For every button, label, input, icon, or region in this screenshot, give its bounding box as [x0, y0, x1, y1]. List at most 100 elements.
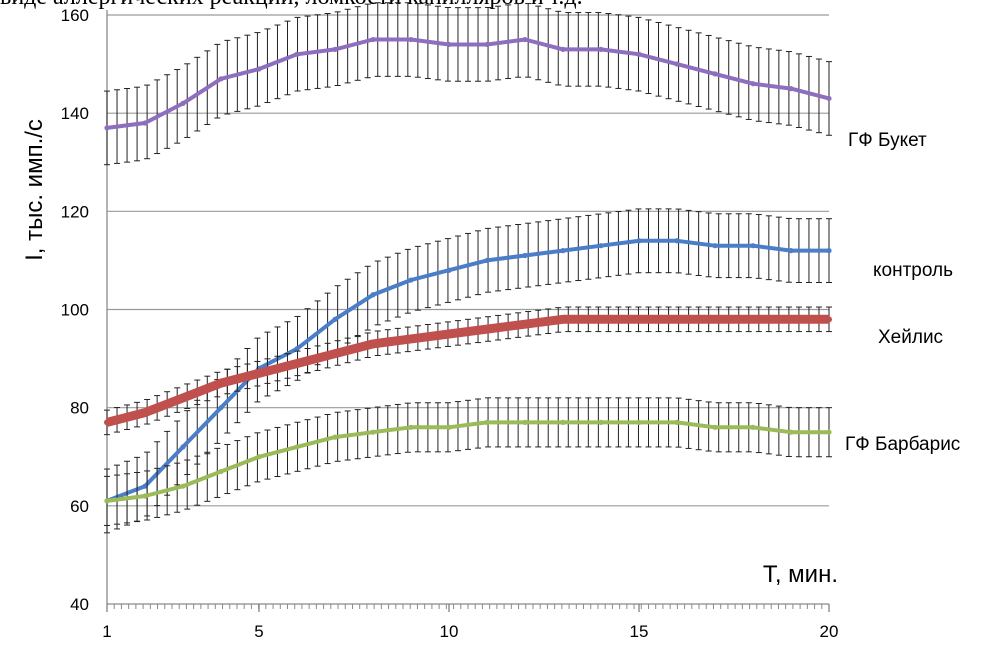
data-point — [750, 424, 756, 430]
series-label: ГФ Букет — [848, 130, 927, 151]
x-tick-label: 5 — [254, 622, 263, 641]
series-line — [106, 238, 829, 503]
series-label: контроль — [873, 260, 953, 281]
data-point — [408, 424, 414, 430]
data-point — [294, 51, 300, 57]
y-tick-label: 140 — [61, 104, 89, 123]
data-point — [560, 248, 566, 254]
series-label: ГФ Барбарис — [845, 434, 960, 455]
series-line — [106, 420, 829, 503]
x-axis-title: T, мин. — [763, 561, 838, 588]
data-point — [788, 429, 794, 435]
data-point — [560, 316, 566, 323]
data-point — [180, 394, 186, 401]
data-point — [522, 321, 528, 328]
data-point — [446, 424, 452, 430]
data-point — [218, 380, 224, 387]
data-point — [712, 71, 718, 77]
data-point — [256, 454, 262, 460]
data-point — [370, 292, 376, 298]
data-point — [598, 46, 604, 52]
data-point — [522, 36, 528, 43]
data-point — [294, 360, 300, 367]
y-tick-label: 60 — [70, 497, 89, 516]
series-Хейлис — [104, 306, 832, 436]
data-point — [256, 66, 262, 72]
data-point — [142, 120, 148, 126]
data-point — [636, 238, 642, 244]
data-point — [484, 326, 490, 333]
data-point — [218, 405, 224, 411]
series-контроль — [104, 208, 832, 534]
labels: ГФ Букет контроль Хейлис ГФ Барбарис — [845, 130, 960, 455]
data-point — [750, 316, 756, 323]
data-point — [712, 316, 718, 323]
data-point — [750, 81, 756, 87]
caption-line: виде аллергических реакций, ломкости кап… — [0, 0, 986, 11]
y-tick-label: 40 — [70, 595, 89, 614]
data-point — [408, 335, 414, 342]
data-point — [218, 76, 224, 82]
data-point — [332, 434, 338, 440]
data-point — [674, 316, 680, 323]
data-point — [332, 350, 338, 357]
data-point — [408, 277, 414, 283]
data-point — [598, 243, 604, 249]
y-tick-label: 100 — [61, 301, 89, 320]
data-point — [598, 419, 604, 425]
series-line — [106, 37, 830, 130]
series-ГФ Барбарис — [104, 397, 832, 526]
data-point — [218, 468, 224, 475]
data-point — [674, 61, 680, 67]
data-point — [294, 444, 300, 450]
data-point — [332, 46, 338, 52]
data-point — [408, 36, 414, 43]
y-axis-title: I, тыс. имп./с — [21, 119, 48, 261]
data-point — [560, 419, 566, 425]
data-point — [484, 257, 490, 264]
data-point — [370, 36, 376, 43]
data-point — [484, 41, 490, 48]
data-point — [826, 316, 832, 323]
x-tick-label: 15 — [630, 622, 649, 641]
y-tick-label: 120 — [61, 202, 89, 221]
data-point — [104, 419, 110, 426]
data-point — [522, 252, 528, 259]
data-point — [826, 248, 832, 254]
data-point — [636, 51, 642, 57]
data-point — [446, 331, 452, 338]
series-label: Хейлис — [878, 327, 943, 348]
data-point — [750, 243, 756, 249]
data-point — [636, 419, 642, 425]
data-point — [370, 340, 376, 347]
series-layer — [104, 2, 832, 534]
data-point — [788, 86, 794, 92]
y-tick-label: 160 — [61, 6, 89, 25]
data-point — [826, 95, 832, 102]
data-point — [332, 316, 338, 322]
data-point — [674, 419, 680, 425]
data-point — [826, 429, 832, 435]
data-point — [788, 248, 794, 254]
data-point — [788, 316, 794, 323]
data-point — [712, 424, 718, 430]
data-point — [484, 419, 490, 425]
data-point — [712, 243, 718, 249]
data-point — [294, 346, 300, 352]
data-point — [180, 100, 186, 106]
data-point — [104, 125, 110, 131]
x-tick-label: 20 — [820, 622, 839, 641]
data-point — [180, 444, 186, 450]
data-point — [180, 483, 186, 489]
data-point — [142, 493, 148, 499]
data-point — [256, 370, 262, 377]
data-point — [636, 316, 642, 323]
series-line — [105, 314, 829, 427]
x-tick-label: 10 — [440, 622, 459, 641]
data-point — [598, 316, 604, 323]
x-tick-label: 1 — [102, 622, 111, 641]
data-point — [674, 238, 680, 244]
data-point — [142, 483, 148, 489]
data-point — [446, 41, 452, 48]
